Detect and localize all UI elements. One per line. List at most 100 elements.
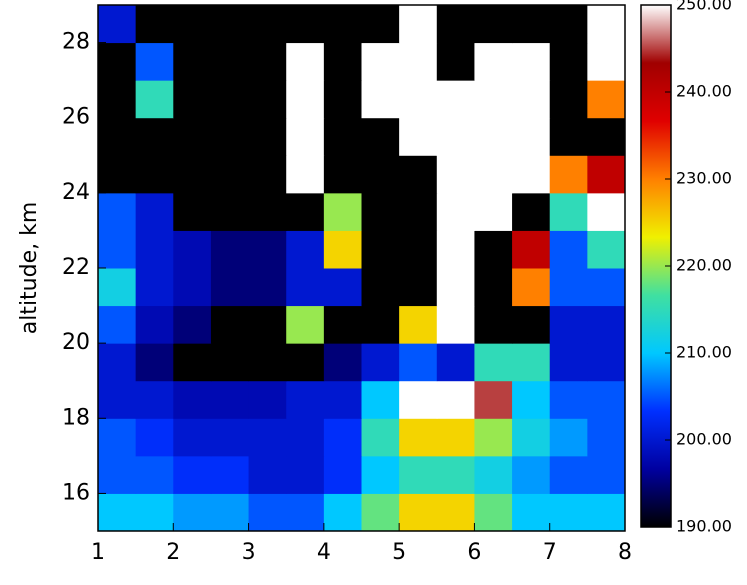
heat-cell [173, 117, 212, 156]
heat-cell [474, 155, 513, 194]
heat-cell [436, 343, 475, 382]
heat-cell [587, 230, 626, 269]
heat-cell [361, 380, 400, 419]
heat-cell [286, 230, 325, 269]
heat-cell [587, 5, 626, 44]
heat-cell [474, 380, 513, 419]
heat-cell [549, 305, 588, 344]
heat-cell [210, 155, 250, 194]
heat-cell [436, 305, 475, 344]
heat-cell [587, 418, 626, 457]
heat-cell [135, 455, 174, 494]
heat-cell [474, 455, 513, 494]
heat-cell [98, 268, 137, 307]
heat-cell [549, 493, 588, 532]
heat-cell [135, 418, 174, 457]
heat-cell [587, 80, 626, 119]
heat-cell [173, 80, 212, 119]
heat-cell [210, 42, 250, 81]
heat-cell [286, 192, 325, 231]
heat-cell [173, 155, 212, 194]
heat-cell [323, 418, 362, 457]
y-axis-label: altitude, km [17, 202, 42, 335]
heat-cell [210, 493, 250, 532]
heat-cell [135, 80, 174, 119]
heat-cell [173, 418, 212, 457]
heat-cell [399, 380, 438, 419]
heat-cell [399, 343, 438, 382]
heat-cell [474, 493, 513, 532]
y-tick-label: 26 [62, 105, 90, 130]
heat-cell [98, 230, 137, 269]
heat-cell [474, 305, 513, 344]
colorbar-tick-label: 190.00 [676, 517, 732, 536]
heat-cell [399, 455, 438, 494]
heat-cell [98, 5, 137, 44]
heat-cell [286, 418, 325, 457]
heat-cell [512, 155, 551, 194]
heat-cell [323, 230, 362, 269]
heat-cell [135, 268, 174, 307]
heat-cell [587, 192, 626, 231]
heat-cell [248, 42, 287, 81]
heat-cell [323, 455, 362, 494]
heat-cell [436, 418, 475, 457]
colorbar-tick-label: 200.00 [676, 430, 732, 449]
heat-cell [323, 305, 362, 344]
heat-cell [399, 305, 438, 344]
colorbar-tick-label: 250.00 [676, 0, 732, 14]
y-tick-label: 28 [62, 30, 90, 55]
y-tick-label: 16 [62, 480, 90, 505]
heat-cell [436, 117, 475, 156]
x-tick-label: 1 [91, 540, 105, 565]
heat-cell [210, 418, 250, 457]
heat-cell [436, 380, 475, 419]
heat-cell [210, 268, 250, 307]
heat-cell [286, 42, 325, 81]
heat-cell [248, 268, 287, 307]
heat-cell [173, 380, 212, 419]
heat-cell [98, 418, 137, 457]
heat-cell [286, 5, 325, 44]
heat-cell [512, 117, 551, 156]
heat-cell [361, 80, 400, 119]
heat-cell [361, 5, 400, 44]
heat-cell [361, 493, 400, 532]
heat-cell [135, 155, 174, 194]
heat-cell [399, 268, 438, 307]
y-tick-label: 18 [62, 405, 90, 430]
heat-cell [399, 418, 438, 457]
heat-cell [361, 192, 400, 231]
y-tick-label: 24 [62, 180, 90, 205]
heat-cell [173, 230, 212, 269]
heat-cell [323, 5, 362, 44]
heat-cell [323, 42, 362, 81]
heat-cell [361, 343, 400, 382]
heat-cell [549, 455, 588, 494]
heat-cell [512, 5, 551, 44]
heat-cell [173, 305, 212, 344]
heat-cell [135, 380, 174, 419]
heat-cell [399, 42, 438, 81]
heat-cell [173, 455, 212, 494]
heat-cell [248, 5, 287, 44]
heat-cell [210, 380, 250, 419]
heat-cell [323, 155, 362, 194]
heat-cell [98, 117, 137, 156]
heat-cell [173, 493, 212, 532]
heat-cell [248, 117, 287, 156]
heat-cell [210, 230, 250, 269]
heat-cell [248, 493, 287, 532]
heat-cell [587, 380, 626, 419]
heat-cell [98, 493, 137, 532]
heat-cell [210, 117, 250, 156]
heat-cell [98, 42, 137, 81]
heat-cell [587, 305, 626, 344]
heat-cell [549, 42, 588, 81]
heat-cell [436, 230, 475, 269]
x-tick-label: 6 [467, 540, 481, 565]
heat-cell [135, 343, 174, 382]
heat-cell [474, 192, 513, 231]
heat-cell [98, 80, 137, 119]
heat-cell [286, 268, 325, 307]
